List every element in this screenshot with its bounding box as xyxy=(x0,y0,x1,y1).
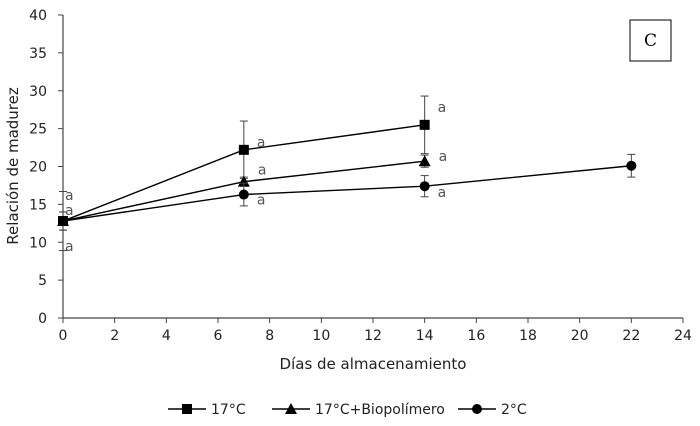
legend-item: 17°C+Biopolímero xyxy=(272,402,445,418)
y-tick-label: 0 xyxy=(38,311,47,327)
legend-item: 17°C xyxy=(168,402,246,418)
significance-label: a xyxy=(65,203,74,219)
series-3 xyxy=(58,153,637,252)
data-point xyxy=(238,189,249,200)
significance-label: a xyxy=(257,135,266,151)
legend-label: 17°C+Biopolímero xyxy=(315,402,445,418)
legend-marker xyxy=(182,404,192,414)
x-tick-label: 4 xyxy=(162,328,171,344)
x-ticks: 0 2 4 6 8 10 12 14 16 18 20 22 24 xyxy=(59,318,692,344)
significance-label: a xyxy=(65,239,74,255)
significance-label: a xyxy=(438,185,447,201)
x-tick-label: 8 xyxy=(265,328,274,344)
x-tick-label: 18 xyxy=(519,328,537,344)
legend-marker xyxy=(285,403,297,414)
series-line xyxy=(62,165,632,222)
data-point xyxy=(238,144,249,155)
series-layer xyxy=(57,95,637,252)
y-tick-label: 15 xyxy=(29,197,47,213)
significance-label: a xyxy=(439,149,448,165)
data-point xyxy=(237,175,250,187)
x-tick-label: 2 xyxy=(110,328,119,344)
x-tick-label: 6 xyxy=(214,328,223,344)
x-tick-label: 12 xyxy=(364,328,382,344)
significance-label: a xyxy=(258,163,267,179)
data-point xyxy=(58,216,68,227)
data-point xyxy=(626,160,637,171)
y-axis-title: Relación de madurez xyxy=(4,87,22,245)
y-tick-label: 5 xyxy=(38,273,47,289)
y-tick-label: 35 xyxy=(29,46,47,62)
x-tick-label: 16 xyxy=(467,328,485,344)
significance-label: a xyxy=(65,188,74,204)
x-tick-label: 24 xyxy=(674,328,692,344)
x-tick-label: 14 xyxy=(416,328,434,344)
legend-label: 2°C xyxy=(501,402,527,418)
x-tick-label: 22 xyxy=(622,328,640,344)
y-ticks: 0 5 10 15 20 25 30 35 40 xyxy=(29,8,63,327)
panel-label: C xyxy=(644,31,657,51)
x-axis-title: Días de almacenamiento xyxy=(280,355,467,373)
significance-label: a xyxy=(438,100,447,116)
y-tick-label: 30 xyxy=(29,84,47,100)
significance-label: a xyxy=(257,193,266,209)
x-tick-label: 10 xyxy=(312,328,330,344)
data-point xyxy=(418,155,431,167)
y-tick-label: 40 xyxy=(29,8,47,24)
x-tick-label: 0 xyxy=(59,328,68,344)
y-tick-label: 25 xyxy=(29,122,47,138)
legend: 17°C 17°C+Biopolímero 2°C xyxy=(168,402,527,418)
data-point xyxy=(419,119,430,130)
y-tick-label: 20 xyxy=(29,160,47,176)
x-tick-label: 20 xyxy=(571,328,589,344)
legend-item: 2°C xyxy=(458,402,527,418)
panel-label-box: C xyxy=(629,19,672,62)
y-tick-label: 10 xyxy=(29,235,47,251)
legend-label: 17°C xyxy=(211,402,246,418)
legend-marker xyxy=(472,404,482,414)
data-point xyxy=(419,181,430,192)
